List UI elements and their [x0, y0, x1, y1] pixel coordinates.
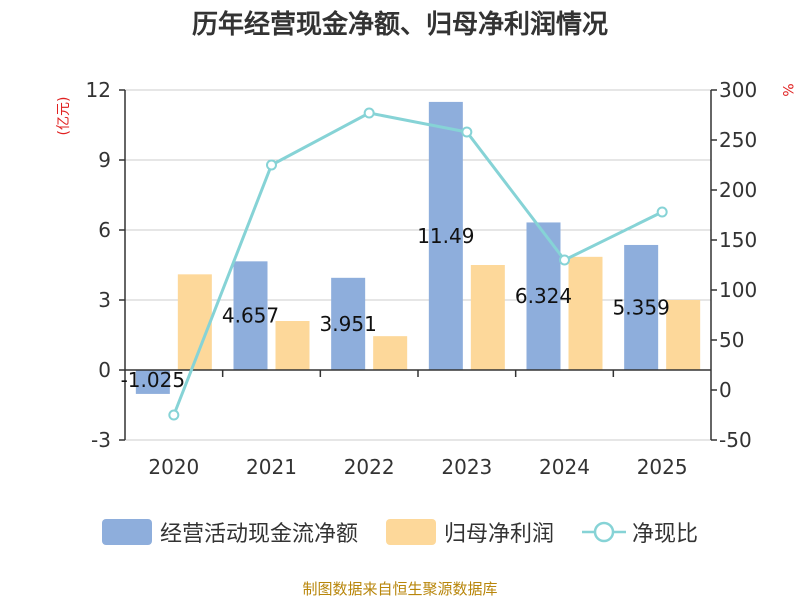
legend-line-icon — [582, 521, 626, 543]
source-note: 制图数据来自恒生聚源数据库 — [302, 580, 498, 598]
bar-profit — [666, 300, 701, 370]
bar-profit — [275, 321, 310, 370]
category-label: 2020 — [148, 455, 199, 479]
legend-item-cashflow[interactable]: 经营活动现金流净额 — [101, 516, 358, 548]
ratio-point — [461, 126, 473, 138]
right-tick-label: 250 — [719, 128, 757, 152]
right-axis-unit: % — [779, 83, 795, 96]
bar-profit — [373, 336, 408, 370]
data-label-cashflow: 4.657 — [222, 304, 279, 328]
right-tick-label: 100 — [719, 278, 757, 302]
right-tick-label: -50 — [719, 428, 752, 452]
ratio-point — [559, 254, 570, 266]
legend-item-ratio[interactable]: 净现比 — [582, 516, 698, 548]
legend-label-ratio: 净现比 — [632, 522, 699, 547]
legend-swatch-profit — [385, 519, 436, 545]
bar-cashflow — [428, 101, 463, 371]
legend-swatch-cashflow — [101, 519, 152, 545]
left-tick-label: 12 — [86, 78, 111, 102]
bar-series-layer — [135, 101, 701, 394]
bar-cashflow — [624, 244, 659, 370]
legend-label-cashflow: 经营活动现金流净额 — [159, 522, 358, 547]
right-tick-label: 300 — [719, 78, 757, 102]
data-label-cashflow: 3.951 — [320, 312, 377, 336]
left-tick-label: 6 — [98, 218, 111, 242]
data-labels: -1.025 4.657 3.951 11.49 6.324 5.359 — [121, 224, 670, 392]
legend: 经营活动现金流净额 归母净利润 净现比 — [0, 512, 800, 552]
ratio-line — [172, 111, 663, 416]
bar-profit — [470, 265, 505, 370]
category-label: 2023 — [441, 455, 492, 479]
left-tick-label: 9 — [98, 148, 111, 172]
left-tick-label: 0 — [98, 358, 111, 382]
right-tick-label: 150 — [719, 228, 757, 252]
ratio-point — [266, 159, 277, 171]
left-axis-unit: (亿元) — [56, 97, 72, 136]
ratio-line-layer — [168, 107, 668, 421]
right-tick-label: 0 — [719, 378, 732, 402]
left-tick-label: 3 — [98, 288, 111, 312]
right-tick-label: 200 — [719, 178, 757, 202]
ratio-point — [168, 409, 180, 421]
left-tick-label: -3 — [91, 428, 111, 452]
data-label-cashflow: 5.359 — [613, 295, 670, 319]
bar-profit — [568, 256, 603, 370]
ratio-point — [363, 107, 375, 119]
bar-cashflow — [233, 261, 268, 370]
grid-lines — [125, 89, 711, 441]
combo-chart: -3 0 3 6 9 12 -50 0 50 100 150 200 250 300 2020 2021 202… — [56, 78, 795, 479]
category-label: 2022 — [344, 455, 395, 479]
category-label: 2025 — [637, 455, 688, 479]
data-label-cashflow: -1.025 — [121, 368, 185, 392]
legend-label-profit: 归母净利润 — [443, 522, 554, 547]
legend-item-profit[interactable]: 归母净利润 — [385, 516, 554, 548]
category-label: 2024 — [539, 455, 590, 479]
bar-cashflow — [331, 277, 366, 370]
category-label: 2021 — [246, 455, 297, 479]
bar-profit — [177, 274, 212, 370]
axes: -3 0 3 6 9 12 -50 0 50 100 150 200 250 300 2020 2021 202… — [86, 78, 758, 479]
ratio-point — [656, 206, 668, 218]
data-label-cashflow: 11.49 — [417, 224, 474, 248]
right-tick-label: 50 — [719, 328, 744, 352]
chart-title: 历年经营现金净额、归母净利润情况 — [191, 10, 608, 40]
bar-cashflow — [135, 370, 170, 394]
data-label-cashflow: 6.324 — [515, 284, 572, 308]
